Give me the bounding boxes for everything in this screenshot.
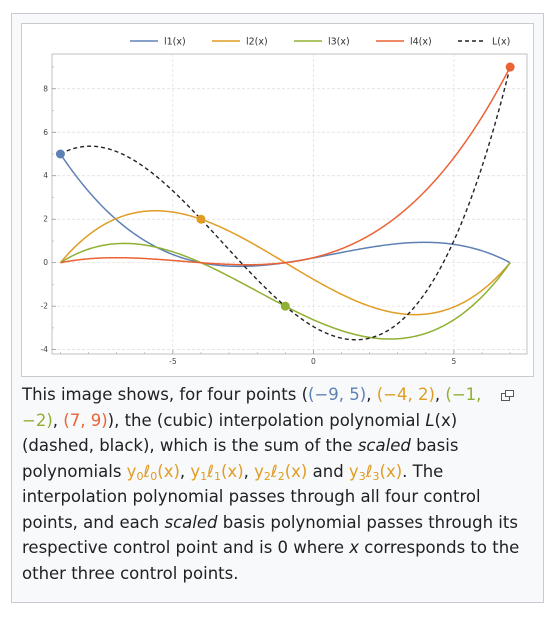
caption-sep-4: , [179, 461, 191, 481]
caption-text-3: (dashed, black), which is the sum of the [22, 436, 358, 455]
legend-label-2: l2(x) [246, 37, 268, 48]
caption-sep-3: , [52, 410, 64, 430]
tick-label-y: 8 [43, 84, 48, 93]
control-point-1 [196, 214, 206, 224]
caption-scaled-2: scaled [164, 512, 218, 532]
caption-sep-1: , [366, 385, 377, 404]
caption-text-4: basis polynomials [22, 436, 459, 481]
tick-label-y: 0 [43, 258, 48, 267]
plot-frame [51, 53, 528, 355]
caption-text-7: basis polynomial passes through its resp… [22, 512, 518, 558]
tick-label-x: 5 [452, 357, 457, 366]
figure-caption: This image shows, for four points ((−9, … [22, 382, 522, 586]
legend-label-1: l1(x) [164, 37, 186, 48]
enlarge-icon[interactable] [501, 390, 514, 401]
caption-y3l3: y3ℓ3(x) [348, 461, 403, 483]
tick-label-y: 4 [43, 171, 48, 180]
control-point-3 [505, 62, 515, 72]
tick-label-y: -2 [41, 302, 49, 311]
control-point-0 [55, 149, 65, 159]
tick-label-x: 0 [311, 357, 316, 366]
series-line-4 [60, 66, 511, 266]
caption-scaled-1: scaled [357, 436, 411, 455]
caption-text-2: ), the (cubic) interpolation polynomial [107, 410, 426, 430]
legend-label-3: l3(x) [328, 37, 350, 48]
chart-container: -5 0 5 -4 -2 0 2 4 6 8 l1(x) l2(x) l3(x) l4(x) L(x) [21, 23, 534, 377]
tick-label-y: 6 [43, 128, 48, 137]
caption-text-5: and [307, 461, 349, 481]
tick-label-y: -4 [41, 345, 49, 354]
caption-L-arg: (x) [434, 410, 458, 430]
caption-point-2: (−1, −2) [22, 385, 482, 430]
caption-point-0: (−9, 5) [308, 385, 367, 404]
legend-label-5: L(x) [492, 37, 510, 48]
tick-label-y: 2 [43, 215, 48, 224]
caption-point-3: (7, 9) [63, 410, 108, 430]
caption-text-8: corresponds to the other three control p… [22, 538, 520, 583]
caption-sep-2: , [434, 385, 446, 404]
caption-sep-5: , [243, 461, 255, 481]
caption-y0l0: y0ℓ0(x) [126, 461, 180, 483]
caption-y2l2: y2ℓ2(x) [254, 461, 308, 483]
caption-x-variable: x [349, 538, 359, 557]
tick-label-x: -5 [169, 357, 177, 366]
figure-frame: -5 0 5 -4 -2 0 2 4 6 8 l1(x) l2(x) l3(x) l4(x) L(x) Th… [11, 13, 544, 603]
caption-y1l1: y1ℓ1(x) [190, 461, 244, 483]
caption-text-1: This image shows, for four points ( [22, 385, 309, 404]
lagrange-chart: -5 0 5 -4 -2 0 2 4 6 8 l1(x) l2(x) l3(x) l4(x) L(x) [41, 37, 528, 366]
control-point-2 [280, 301, 290, 311]
caption-text-6: . The interpolation polynomial passes th… [22, 461, 481, 532]
legend-label-4: l4(x) [410, 37, 432, 48]
caption-point-1: (−4, 2) [376, 385, 435, 404]
caption-L-symbol: L [425, 410, 435, 430]
